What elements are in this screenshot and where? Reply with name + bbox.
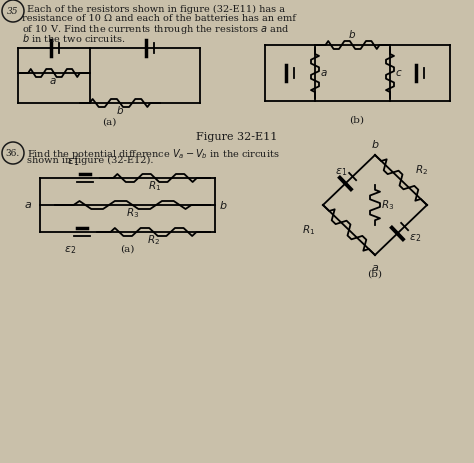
- Text: $a$: $a$: [24, 200, 32, 210]
- Text: $\varepsilon_1$: $\varepsilon_1$: [67, 156, 79, 168]
- Text: resistance of 10 Ω and each of the batteries has an emf: resistance of 10 Ω and each of the batte…: [22, 14, 296, 23]
- Text: 35: 35: [7, 6, 19, 15]
- Text: $a$: $a$: [320, 68, 328, 78]
- Text: $R_2$: $R_2$: [415, 163, 428, 177]
- Text: $a$: $a$: [371, 263, 379, 273]
- Text: Find the potential difference $V_a - V_b$ in the circuits: Find the potential difference $V_a - V_b…: [27, 147, 280, 161]
- Text: $\varepsilon_1$: $\varepsilon_1$: [335, 166, 347, 178]
- Text: $b$: $b$: [371, 138, 379, 150]
- Text: $R_3$: $R_3$: [126, 206, 139, 220]
- Text: $R_1$: $R_1$: [302, 223, 315, 237]
- Text: $b$: $b$: [219, 199, 228, 211]
- Text: $\varepsilon_2$: $\varepsilon_2$: [64, 244, 76, 256]
- Text: Figure 32-E11: Figure 32-E11: [196, 132, 278, 142]
- Text: of 10 V. Find the currents through the resistors $a$ and: of 10 V. Find the currents through the r…: [22, 23, 290, 36]
- Text: $b$: $b$: [116, 104, 124, 116]
- Text: $R_3$: $R_3$: [381, 198, 394, 212]
- Text: (a): (a): [102, 118, 116, 127]
- Text: 36.: 36.: [6, 149, 20, 157]
- Text: (b): (b): [367, 270, 383, 279]
- Text: $c$: $c$: [395, 68, 402, 78]
- Text: $b$: $b$: [348, 28, 356, 40]
- Text: Each of the resistors shown in figure (32-E11) has a: Each of the resistors shown in figure (3…: [27, 5, 285, 14]
- Text: $\varepsilon_2$: $\varepsilon_2$: [409, 232, 421, 244]
- Text: (a): (a): [120, 245, 134, 254]
- Text: $R_1$: $R_1$: [148, 179, 162, 193]
- Text: $a$: $a$: [49, 76, 57, 86]
- Text: shown in figure (32-E12).: shown in figure (32-E12).: [27, 156, 154, 165]
- Text: (b): (b): [349, 116, 365, 125]
- Text: $R_2$: $R_2$: [147, 233, 160, 247]
- Text: $b$ in the two circuits.: $b$ in the two circuits.: [22, 32, 125, 44]
